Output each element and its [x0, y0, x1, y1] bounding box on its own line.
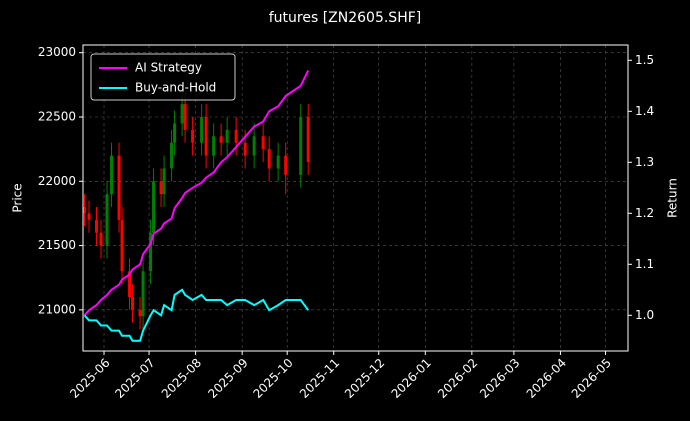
candle-body: [120, 219, 124, 272]
candle-body: [152, 181, 156, 233]
candle-body: [149, 232, 153, 272]
y2-axis-label: Return: [666, 178, 680, 218]
candle-body: [267, 149, 271, 169]
y-tick-label: 22000: [38, 174, 76, 188]
candle-body: [180, 104, 184, 124]
x-tick-label: 2026-05: [569, 356, 614, 401]
x-tick-label: 2026-03: [477, 356, 522, 401]
candle-body: [83, 207, 87, 214]
y2-tick-label: 1.4: [635, 104, 654, 118]
x-tick-label: 2026-01: [389, 356, 434, 401]
x-tick-label: 2025-11: [297, 356, 342, 401]
candle-body: [162, 168, 166, 195]
candle-body: [234, 129, 238, 143]
candle-body: [138, 309, 142, 317]
x-tick-label: 2025-09: [205, 356, 250, 401]
legend: AI Strategy Buy-and-Hold: [90, 53, 236, 101]
candle-body: [170, 142, 174, 169]
y-tick-label: 21000: [38, 302, 76, 316]
candle-body: [110, 155, 114, 195]
line-series: [83, 288, 310, 342]
candle-body: [299, 117, 303, 175]
y2-tick-label: 1.5: [635, 53, 654, 67]
x-tick-label: 2025-08: [159, 356, 204, 401]
candle-body: [204, 117, 208, 156]
candle-body: [252, 136, 256, 156]
candle-body: [159, 181, 163, 195]
y-tick-label: 23000: [38, 45, 76, 59]
candle-body: [183, 104, 187, 130]
y2-tick-label: 1.0: [635, 308, 654, 322]
candle-body: [191, 129, 195, 143]
candle-body: [141, 271, 145, 317]
y-tick-label: 21500: [38, 238, 76, 252]
candle-body: [200, 117, 204, 143]
y2-tick-label: 1.1: [635, 257, 654, 271]
x-tick-label: 2025-07: [112, 356, 157, 401]
candle-body: [117, 155, 121, 220]
candle-body: [276, 155, 280, 169]
x-tick-label: 2026-02: [435, 356, 480, 401]
x-tick-label: 2025-12: [342, 356, 387, 401]
y2-tick-label: 1.2: [635, 206, 654, 220]
plot-frame: [82, 44, 629, 352]
candle-body: [261, 136, 265, 150]
legend-label: AI Strategy: [135, 61, 202, 75]
candle-body: [225, 129, 229, 143]
x-tick-label: 2025-10: [250, 356, 295, 401]
candle-body: [131, 297, 135, 310]
line-series: [83, 70, 310, 316]
candle-body: [95, 219, 99, 233]
candle-body: [99, 232, 103, 246]
candle-body: [173, 123, 177, 143]
candle-body: [219, 136, 223, 143]
candle-body: [284, 155, 288, 175]
candle-body: [212, 136, 216, 156]
candle-body: [128, 271, 132, 297]
y2-tick-label: 1.3: [635, 155, 654, 169]
candle-body: [306, 117, 310, 162]
y-tick-label: 22500: [38, 110, 76, 124]
y-axis-label: Price: [11, 183, 25, 212]
candle-body: [243, 142, 247, 156]
candle-body: [87, 213, 91, 220]
x-tick-label: 2026-04: [524, 356, 569, 401]
chart-title: futures [ZN2605.SHF]: [269, 10, 422, 26]
candle-body: [105, 194, 109, 246]
x-tick-label: 2025-06: [67, 356, 112, 401]
legend-label: Buy-and-Hold: [135, 81, 216, 95]
